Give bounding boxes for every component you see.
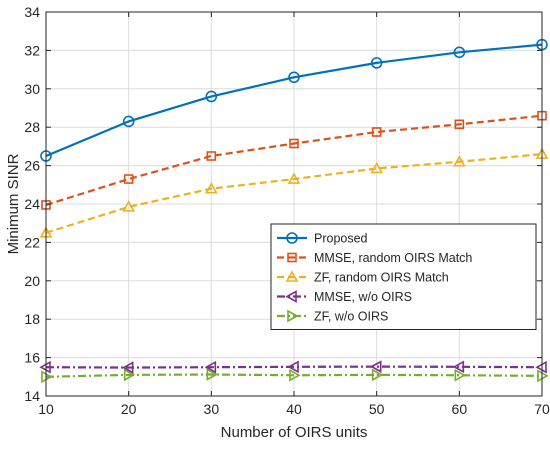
y-tick-label: 18 [24,311,40,327]
data-point-triangle-up [122,200,136,212]
y-tick-label: 14 [24,388,40,404]
data-point-circle [122,115,135,128]
series-line [45,43,543,158]
legend-box [270,223,537,330]
legend-item: ZF, w/o OIRS [277,310,388,324]
data-point-circle [288,71,300,84]
data-point-triangle-right [454,368,466,382]
x-tick-label: 10 [38,401,54,417]
x-tick-label: 30 [204,401,220,417]
data-point-circle [205,90,218,103]
series-3 [39,147,549,238]
legend-item: MMSE, w/o OIRS [277,290,412,304]
series-lines [39,38,549,384]
x-axis-label: Number of OIRS units [221,424,368,441]
legend-item: ZF, random OIRS Match [277,270,449,285]
data-point-triangle-right [206,368,218,381]
data-point-square [206,151,217,161]
data-point-circle [286,232,298,244]
data-point-triangle-up [285,270,299,282]
data-point-triangle-up [287,172,301,184]
y-tick-label: 28 [24,119,40,135]
y-tick-label: 32 [24,42,40,58]
data-point-square [289,138,299,149]
data-point-triangle-up [370,161,384,174]
data-point-circle [453,46,466,59]
series-line [45,152,543,234]
x-tick-label: 60 [452,401,468,417]
legend-label: ZF, w/o OIRS [314,310,388,324]
data-point-triangle-up [204,181,218,194]
x-tick-label: 40 [286,401,302,417]
data-point-triangle-left [204,360,217,374]
data-point-triangle-left [452,360,465,374]
y-tick-label: 30 [24,81,40,97]
legend: Proposed MMSE, random OIRS Match ZF, rando… [270,223,537,330]
data-point-triangle-up [452,155,466,167]
x-tick-label: 20 [121,401,137,417]
series-line [45,114,543,207]
data-point-triangle-right [289,368,301,382]
data-point-square [454,119,465,130]
series-line [45,373,543,378]
legend-label: Proposed [314,232,368,246]
data-point-triangle-left [122,361,134,374]
y-axis-label: Minimum SINR [5,153,22,254]
data-point-triangle-right [287,309,299,323]
data-point-triangle-right [371,368,384,382]
legend-label: MMSE, w/o OIRS [314,290,412,304]
data-point-triangle-left [285,290,297,303]
y-tick-label: 16 [24,350,40,366]
y-tick-label: 24 [24,196,40,212]
y-tick-label: 22 [24,234,40,250]
data-point-square [287,252,297,263]
data-point-square [371,127,382,137]
series-line [45,365,543,369]
legend-item: Proposed [277,232,368,246]
x-tick-label: 70 [534,401,550,417]
data-point-triangle-left [287,360,299,374]
legend-label: MMSE, random OIRS Match [314,251,472,265]
data-point-triangle-right [123,368,136,382]
y-tick-label: 34 [24,4,40,20]
data-point-circle [370,57,383,69]
axis-ticks: 10 20 30 40 50 60 70 14 16 18 20 22 24 26 28 30 32 34 [24,4,550,417]
x-tick-label: 50 [369,401,385,417]
y-tick-label: 20 [24,273,40,289]
y-tick-label: 26 [24,158,40,174]
legend-label: ZF, random OIRS Match [314,271,449,285]
grid-lines [45,11,543,397]
data-point-triangle-left [370,360,382,373]
legend-item: MMSE, random OIRS Match [277,251,472,265]
data-point-square [123,174,134,184]
